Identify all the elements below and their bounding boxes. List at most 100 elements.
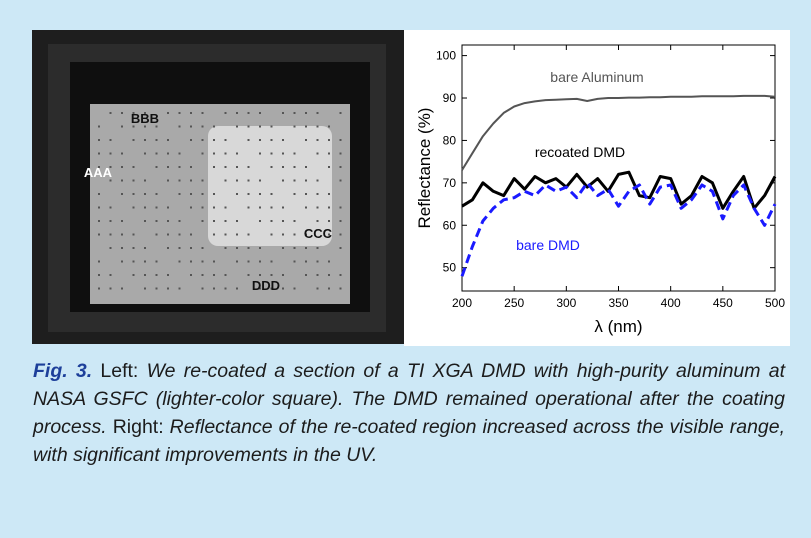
photo-dot: [259, 152, 261, 155]
photo-dot: [282, 112, 284, 114]
photo-dot: [247, 179, 250, 182]
photo-dot: [213, 220, 215, 222]
photo-dot: [190, 247, 192, 249]
photo-dot: [282, 139, 284, 141]
photo-dot: [236, 179, 238, 182]
photo-dot: [98, 139, 100, 141]
photo-dot: [270, 166, 273, 168]
photo-dot: [236, 247, 238, 249]
photo-dot: [155, 274, 158, 276]
photo-dot: [259, 139, 261, 141]
series-line: [461, 170, 777, 210]
series-annotation: bare DMD: [516, 237, 580, 253]
photo-dot: [190, 112, 192, 114]
photo-dot: [178, 193, 181, 195]
photo-dot: [178, 125, 181, 128]
photo-dot: [236, 166, 238, 168]
photo-dot: [259, 112, 261, 114]
photo-dot: [316, 260, 319, 263]
photo-dot: [144, 152, 146, 155]
x-tick-label: 450: [713, 296, 733, 310]
photo-dot: [282, 287, 284, 290]
photo-dot: [98, 193, 100, 195]
photo-dot: [259, 125, 261, 128]
figure-label: Fig. 3.: [33, 360, 93, 382]
photo-dot: [316, 179, 319, 182]
dmd-photo: BBB AAA CCC DDD: [32, 30, 404, 344]
photo-dot: [236, 260, 238, 263]
photo-dot: [109, 274, 112, 276]
photo-dot: [190, 260, 192, 263]
x-tick-label: 350: [608, 296, 628, 310]
photo-dot: [167, 152, 169, 155]
photo-dot: [155, 206, 158, 209]
photo-dot: [121, 179, 123, 182]
photo-dot: [132, 179, 135, 182]
photo-dot: [328, 220, 330, 222]
photo-dot: [305, 166, 307, 168]
photo-dot: [224, 206, 227, 209]
photo-dot: [236, 220, 238, 222]
photo-dot: [305, 247, 307, 249]
photo-dot: [109, 287, 112, 290]
x-tick-label: 300: [556, 296, 576, 310]
photo-dot: [305, 179, 307, 182]
photo-dot: [167, 247, 169, 249]
photo-dot: [132, 166, 135, 168]
photo-dot: [98, 206, 100, 209]
photo-dot: [201, 152, 204, 155]
photo-dot: [144, 139, 146, 141]
photo-dot: [109, 247, 112, 249]
photo-dot: [328, 193, 330, 195]
photo-dot: [316, 274, 319, 276]
photo-dot: [236, 287, 238, 290]
photo-dot: [282, 152, 284, 155]
photo-dot: [293, 112, 296, 114]
photo-dot: [293, 247, 296, 249]
photo-dot: [339, 287, 342, 290]
photo-dot: [155, 166, 158, 168]
photo-dot: [339, 152, 342, 155]
photo-dot: [328, 274, 330, 276]
photo-dot: [224, 166, 227, 168]
photo-dot: [316, 139, 319, 141]
photo-dot: [270, 152, 273, 155]
photo-dot: [328, 206, 330, 209]
photo-dot: [224, 287, 227, 290]
photo-dot: [270, 206, 273, 209]
photo-dot: [132, 260, 135, 263]
series-line: [460, 181, 777, 277]
photo-dot: [178, 260, 181, 263]
photo-dot: [201, 247, 204, 249]
photo-dot: [178, 152, 181, 155]
photo-dot: [132, 274, 135, 276]
photo-dot: [109, 179, 112, 182]
photo-dot: [190, 206, 192, 209]
photo-dot: [282, 274, 284, 276]
photo-dot: [144, 179, 146, 182]
y-tick-label: 80: [443, 133, 457, 147]
photo-dot: [293, 193, 296, 195]
photo-dot: [282, 206, 284, 209]
photo-dot: [167, 206, 169, 209]
photo-dot: [339, 112, 342, 114]
y-tick-label: 100: [436, 49, 456, 63]
photo-dot: [305, 274, 307, 276]
photo-dot: [328, 152, 330, 155]
photo-dot: [98, 274, 100, 276]
photo-dot: [132, 233, 135, 236]
photo-dot: [201, 112, 204, 114]
photo-dot: [328, 139, 330, 141]
photo-dot: [293, 152, 296, 155]
photo-dot: [201, 139, 204, 141]
photo-dot: [201, 287, 204, 290]
photo-dot: [167, 274, 169, 276]
photo-dot: [236, 233, 238, 236]
photo-dot: [178, 166, 181, 168]
photo-dot: [247, 274, 250, 276]
photo-dot: [144, 125, 146, 128]
photo-dot: [270, 274, 273, 276]
photo-dot: [190, 166, 192, 168]
photo-dot: [259, 206, 261, 209]
